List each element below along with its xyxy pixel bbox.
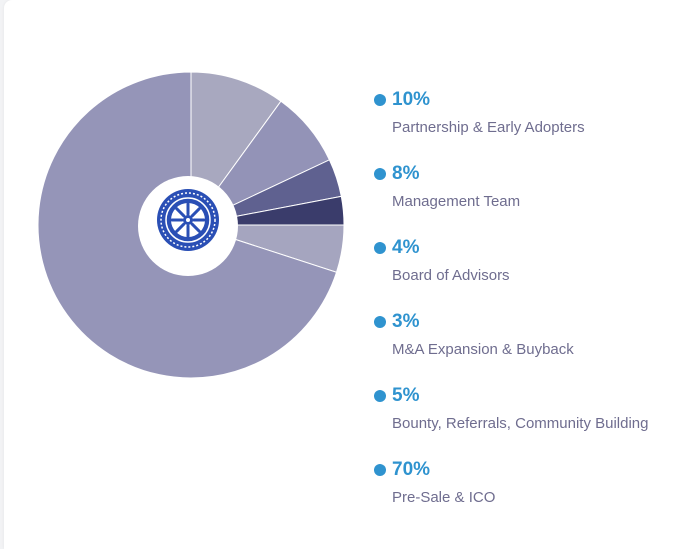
legend-percent: 10%: [392, 89, 431, 110]
legend-label: Management Team: [392, 193, 521, 210]
legend-label: Board of Advisors: [392, 267, 510, 284]
legend-percent: 3%: [392, 311, 420, 332]
bullet-dot-icon: [374, 464, 386, 476]
legend-label: Pre-Sale & ICO: [392, 489, 496, 506]
bullet-dot-icon: [374, 242, 386, 254]
legend-percent: 8%: [392, 163, 420, 184]
legend-percent: 4%: [392, 237, 420, 258]
legend-percent: 70%: [392, 459, 431, 480]
pie-chart: [37, 71, 345, 379]
ship-wheel-seal-icon: [157, 189, 219, 251]
legend-percent: 5%: [392, 385, 420, 406]
legend-label: Partnership & Early Adopters: [392, 119, 585, 136]
bullet-dot-icon: [374, 390, 386, 402]
allocation-card: 10% Partnership & Early Adopters 8% Managem…: [4, 0, 693, 549]
legend-label: M&A Expansion & Buyback: [392, 341, 574, 358]
bullet-dot-icon: [374, 94, 386, 106]
legend-label: Bounty, Referrals, Community Building: [392, 415, 649, 432]
bullet-dot-icon: [374, 168, 386, 180]
bullet-dot-icon: [374, 316, 386, 328]
